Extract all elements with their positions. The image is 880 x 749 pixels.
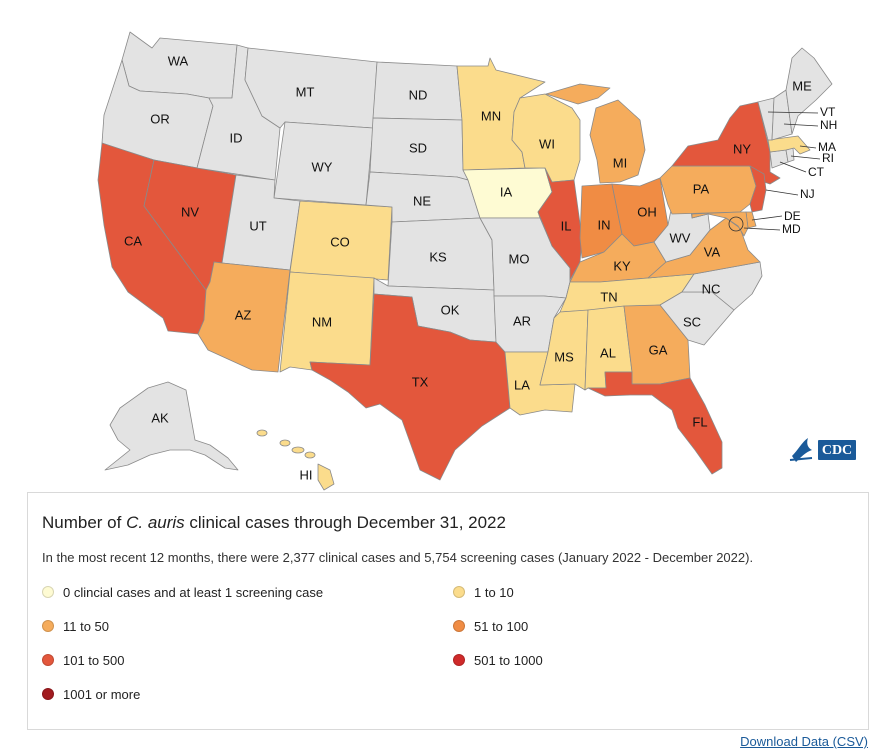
label-ny: NY — [733, 141, 751, 156]
label-il: IL — [561, 218, 572, 233]
legend-item-11-50: 11 to 50 — [42, 617, 109, 635]
label-mi: MI — [613, 155, 627, 170]
state-nc[interactable] — [681, 261, 763, 311]
label-ar: AR — [513, 313, 531, 328]
label-mt: MT — [296, 84, 315, 99]
label-sc: SC — [683, 314, 701, 329]
label-ca: CA — [124, 233, 142, 248]
legend-item-zero-clinical: 0 clincial cases and at least 1 screenin… — [42, 583, 323, 601]
legend-item-101-500: 101 to 500 — [42, 651, 124, 669]
label-me: ME — [792, 78, 812, 93]
state-il[interactable] — [537, 167, 583, 281]
label-oh: OH — [637, 204, 657, 219]
label-in: IN — [598, 217, 611, 232]
state-ak[interactable] — [104, 381, 239, 471]
legend-swatch — [42, 654, 54, 666]
label-ks: KS — [429, 249, 447, 264]
hhs-eagle-icon: CDC — [789, 438, 856, 462]
label-al: AL — [600, 345, 616, 360]
label-ms: MS — [554, 349, 574, 364]
label-mo: MO — [509, 251, 530, 266]
label-pa: PA — [693, 181, 710, 196]
legend-item-1-10: 1 to 10 — [453, 583, 514, 601]
state-fl[interactable] — [587, 371, 723, 475]
state-mi[interactable] — [545, 83, 646, 184]
label-ky: KY — [613, 258, 631, 273]
label-nc: NC — [702, 281, 721, 296]
label-nj: NJ — [800, 187, 815, 201]
state-hi[interactable] — [256, 429, 335, 491]
cdc-logo: CDC — [788, 436, 860, 464]
state-ma[interactable] — [767, 135, 811, 155]
label-wa: WA — [168, 53, 189, 68]
state-md[interactable] — [691, 211, 749, 237]
us-map: WA OR CA NV ID MT WY UT AZ CO NM ND SD N… — [97, 31, 860, 491]
label-ri: RI — [822, 151, 834, 165]
label-wy: WY — [312, 159, 333, 174]
legend-item-1001-plus: 1001 or more — [42, 685, 140, 703]
legend-item-501-1000: 501 to 1000 — [453, 651, 543, 669]
legend-swatch — [453, 586, 465, 598]
label-nd: ND — [409, 87, 428, 102]
label-ma: MA — [818, 140, 836, 154]
label-va: VA — [704, 244, 721, 259]
cdc-logo-text: CDC — [822, 443, 852, 458]
label-ga: GA — [649, 342, 668, 357]
label-or: OR — [150, 111, 170, 126]
legend-swatch — [42, 688, 54, 700]
label-leader-lines — [743, 111, 821, 231]
label-ak: AK — [151, 410, 169, 425]
state-labels: WA OR CA NV ID MT WY UT AZ CO NM ND SD N… — [124, 53, 837, 482]
label-ok: OK — [441, 302, 460, 317]
label-id: ID — [230, 130, 243, 145]
state-tx[interactable] — [309, 293, 511, 481]
label-ia: IA — [500, 184, 513, 199]
state-nj[interactable] — [749, 165, 767, 213]
label-mn: MN — [481, 108, 501, 123]
dc-marker — [728, 216, 744, 232]
label-nv: NV — [181, 204, 199, 219]
legend-swatch — [453, 654, 465, 666]
legend-panel: Number of C. auris clinical cases throug… — [27, 492, 869, 730]
label-la: LA — [514, 377, 530, 392]
legend-title: Number of C. auris clinical cases throug… — [42, 513, 506, 532]
label-ne: NE — [413, 193, 431, 208]
download-data-csv-link[interactable]: Download Data (CSV) — [740, 734, 868, 749]
legend-subtitle: In the most recent 12 months, there were… — [42, 550, 754, 565]
label-wv: WV — [670, 230, 691, 245]
label-md: MD — [782, 222, 801, 236]
label-nm: NM — [312, 314, 332, 329]
state-ct[interactable] — [769, 149, 789, 169]
label-nh: NH — [820, 118, 837, 132]
legend-swatch — [42, 620, 54, 632]
label-wi: WI — [539, 136, 555, 151]
label-de: DE — [784, 209, 801, 223]
label-hi: HI — [300, 467, 313, 482]
legend-item-51-100: 51 to 100 — [453, 617, 528, 635]
label-tx: TX — [412, 374, 429, 389]
legend-swatch — [453, 620, 465, 632]
label-fl: FL — [692, 414, 707, 429]
label-az: AZ — [235, 307, 252, 322]
label-co: CO — [330, 234, 350, 249]
state-ms[interactable] — [539, 309, 589, 391]
label-tn: TN — [600, 289, 617, 304]
label-ut: UT — [249, 218, 266, 233]
label-vt: VT — [820, 105, 836, 119]
us-map-svg: WA OR CA NV ID MT WY UT AZ CO NM ND SD N… — [97, 31, 837, 491]
label-ct: CT — [808, 165, 825, 179]
state-az[interactable] — [197, 261, 291, 373]
legend-swatch — [42, 586, 54, 598]
label-sd: SD — [409, 140, 427, 155]
